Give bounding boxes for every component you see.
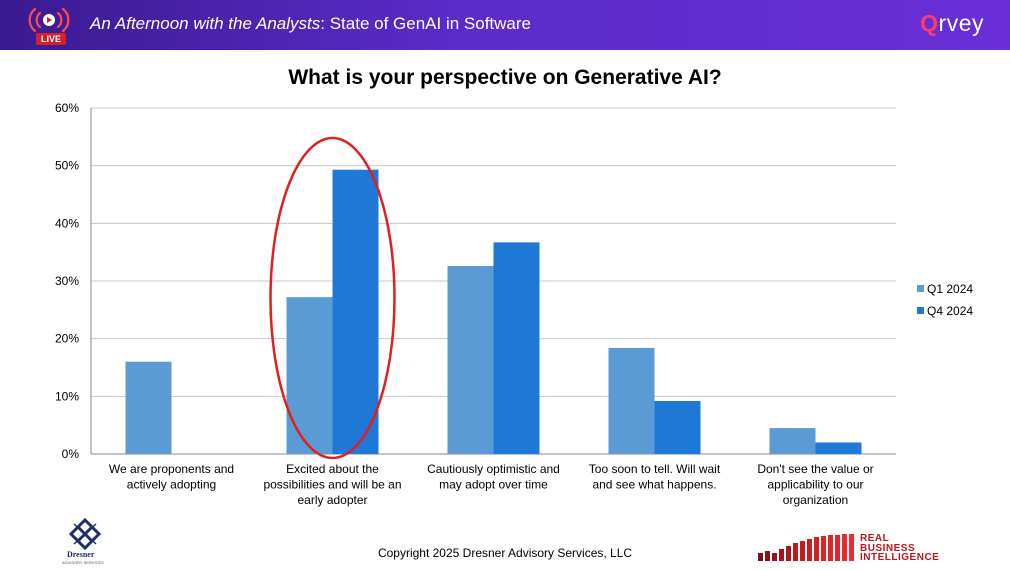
rbi-line: REAL bbox=[860, 533, 890, 544]
x-category-label: Excited about the bbox=[286, 462, 379, 476]
dresner-knot-icon bbox=[68, 517, 102, 551]
x-category-label: may adopt over time bbox=[439, 478, 548, 492]
live-badge: LIVE bbox=[24, 6, 74, 45]
webinar-title-rest: : State of GenAI in Software bbox=[320, 14, 531, 33]
chart-title: What is your perspective on Generative A… bbox=[288, 66, 722, 89]
bar-q1-2024 bbox=[447, 266, 494, 454]
qrvey-logo: Qrvey bbox=[920, 10, 984, 37]
x-category-label: Cautiously optimistic and bbox=[427, 462, 560, 476]
rbi-wordmark: REAL BUSINESS INTELLIGENCE bbox=[860, 534, 939, 563]
bar-q1-2024 bbox=[608, 347, 655, 454]
bar-q4-2024 bbox=[332, 169, 379, 454]
x-category-label: possibilities and will be an bbox=[263, 478, 401, 492]
bar-q4-2024 bbox=[493, 242, 540, 454]
highlight-ellipse bbox=[269, 136, 396, 460]
x-category-label: Don't see the value or bbox=[757, 462, 873, 476]
dresner-wordmark: Dresner bbox=[67, 550, 95, 559]
rbi-bars-icon bbox=[758, 534, 854, 561]
x-category-label: early adopter bbox=[297, 493, 367, 507]
x-category-label: We are proponents and bbox=[109, 462, 234, 476]
dresner-logo: Dresner ADVISORY SERVICES bbox=[60, 517, 110, 566]
live-label: LIVE bbox=[36, 33, 66, 45]
y-tick-label: 0% bbox=[62, 447, 80, 461]
y-tick-label: 60% bbox=[55, 101, 79, 115]
copyright-text: Copyright 2025 Dresner Advisory Services… bbox=[377, 546, 633, 560]
bar-q4-2024 bbox=[654, 400, 701, 454]
legend-label: Q1 2024 bbox=[927, 282, 973, 296]
webinar-title: An Afternoon with the Analysts: State of… bbox=[90, 14, 531, 34]
bar-q1-2024 bbox=[769, 428, 816, 454]
y-tick-label: 50% bbox=[55, 159, 79, 173]
rbi-line: INTELLIGENCE bbox=[860, 552, 940, 563]
qrvey-logo-q: Q bbox=[920, 10, 939, 36]
rbi-logo: REAL BUSINESS INTELLIGENCE bbox=[758, 533, 968, 565]
y-tick-label: 30% bbox=[55, 274, 79, 288]
broadcast-icon bbox=[28, 7, 70, 33]
bar-q4-2024 bbox=[815, 442, 862, 454]
rbi-line: BUSINESS bbox=[860, 542, 916, 554]
x-category-label: applicability to our bbox=[767, 478, 863, 492]
legend-label: Q4 2024 bbox=[927, 304, 973, 318]
x-category-label: Too soon to tell. Will wait bbox=[589, 462, 721, 476]
y-tick-label: 20% bbox=[55, 332, 79, 346]
x-category-label: organization bbox=[783, 493, 848, 507]
legend-swatch bbox=[917, 285, 924, 292]
bar-q1-2024 bbox=[125, 361, 172, 454]
bar-q1-2024 bbox=[286, 297, 333, 454]
y-tick-label: 40% bbox=[55, 216, 79, 230]
dresner-subtitle: ADVISORY SERVICES bbox=[62, 560, 104, 565]
x-category-label: actively adopting bbox=[127, 478, 216, 492]
webinar-title-emphasis: An Afternoon with the Analysts bbox=[90, 14, 321, 33]
legend-swatch bbox=[917, 307, 924, 314]
x-category-label: and see what happens. bbox=[592, 478, 716, 492]
y-tick-label: 10% bbox=[55, 389, 79, 403]
qrvey-logo-rest: rvey bbox=[938, 10, 984, 36]
header-bar: LIVE An Afternoon with the Analysts: Sta… bbox=[0, 0, 1010, 50]
